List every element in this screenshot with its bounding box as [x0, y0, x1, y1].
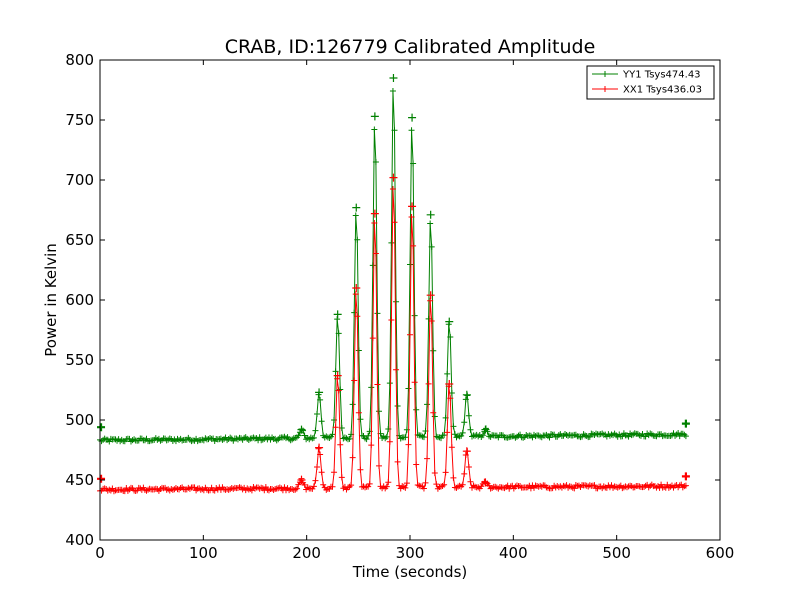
x-tick-label: 500: [602, 544, 631, 562]
peak-point: [297, 476, 306, 484]
peak-point: [297, 425, 306, 434]
peak-point: [389, 74, 398, 82]
peak-point: [481, 425, 490, 434]
y-tick-label: 700: [65, 171, 94, 189]
series-1: [97, 173, 690, 495]
y-axis-label: Power in Kelvin: [42, 243, 60, 357]
peak-point: [315, 443, 324, 452]
x-tick-label: 400: [499, 544, 528, 562]
peak-point: [426, 210, 435, 219]
x-tick-label: 100: [189, 544, 218, 562]
y-tick-label: 500: [65, 411, 94, 429]
series-0: [97, 74, 690, 445]
edge-point: [681, 472, 690, 481]
y-tick-label: 550: [65, 351, 94, 369]
legend-label: XX1 Tsys436.03: [623, 85, 702, 96]
peak-point: [462, 390, 471, 399]
peak-point: [426, 291, 435, 300]
x-axis-label: Time (seconds): [352, 563, 468, 581]
edge-point: [97, 423, 106, 432]
legend: YY1 Tsys474.43 XX1 Tsys436.03: [586, 65, 715, 100]
x-tick-label: 200: [292, 544, 321, 562]
chart-title: CRAB, ID:126779 Calibrated Amplitude: [225, 36, 596, 58]
peak-point: [370, 112, 379, 121]
y-tick-label: 600: [65, 291, 94, 309]
peak-point: [481, 478, 490, 487]
peak-point: [389, 173, 398, 182]
peak-point: [445, 380, 454, 388]
edge-point: [97, 474, 106, 483]
y-tick-label: 650: [65, 231, 94, 249]
legend-box: [586, 65, 715, 100]
y-tick-label: 400: [65, 531, 94, 549]
y-tick-label: 750: [65, 111, 94, 129]
series-layer: [97, 74, 690, 495]
peak-point: [333, 310, 342, 319]
peak-point: [408, 113, 417, 122]
legend-label: YY1 Tsys474.43: [622, 70, 701, 81]
legend-marker: [602, 86, 608, 92]
peak-point: [445, 317, 454, 326]
ticks-layer: 0 100 200 300 400 500 600 400 450 500 550 600 650 700…: [65, 51, 734, 562]
peak-point: [408, 202, 417, 211]
edge-point: [681, 419, 690, 428]
peak-point: [462, 447, 471, 456]
peak-point: [352, 284, 361, 292]
peak-point: [370, 209, 379, 218]
peak-point: [315, 388, 324, 397]
y-tick-label: 450: [65, 471, 94, 489]
x-tick-label: 300: [396, 544, 425, 562]
peak-point: [333, 371, 342, 380]
legend-marker: [602, 71, 608, 77]
peak-point: [352, 203, 361, 212]
y-tick-label: 800: [65, 51, 94, 69]
x-tick-label: 0: [95, 544, 105, 562]
x-tick-label: 600: [706, 544, 735, 562]
